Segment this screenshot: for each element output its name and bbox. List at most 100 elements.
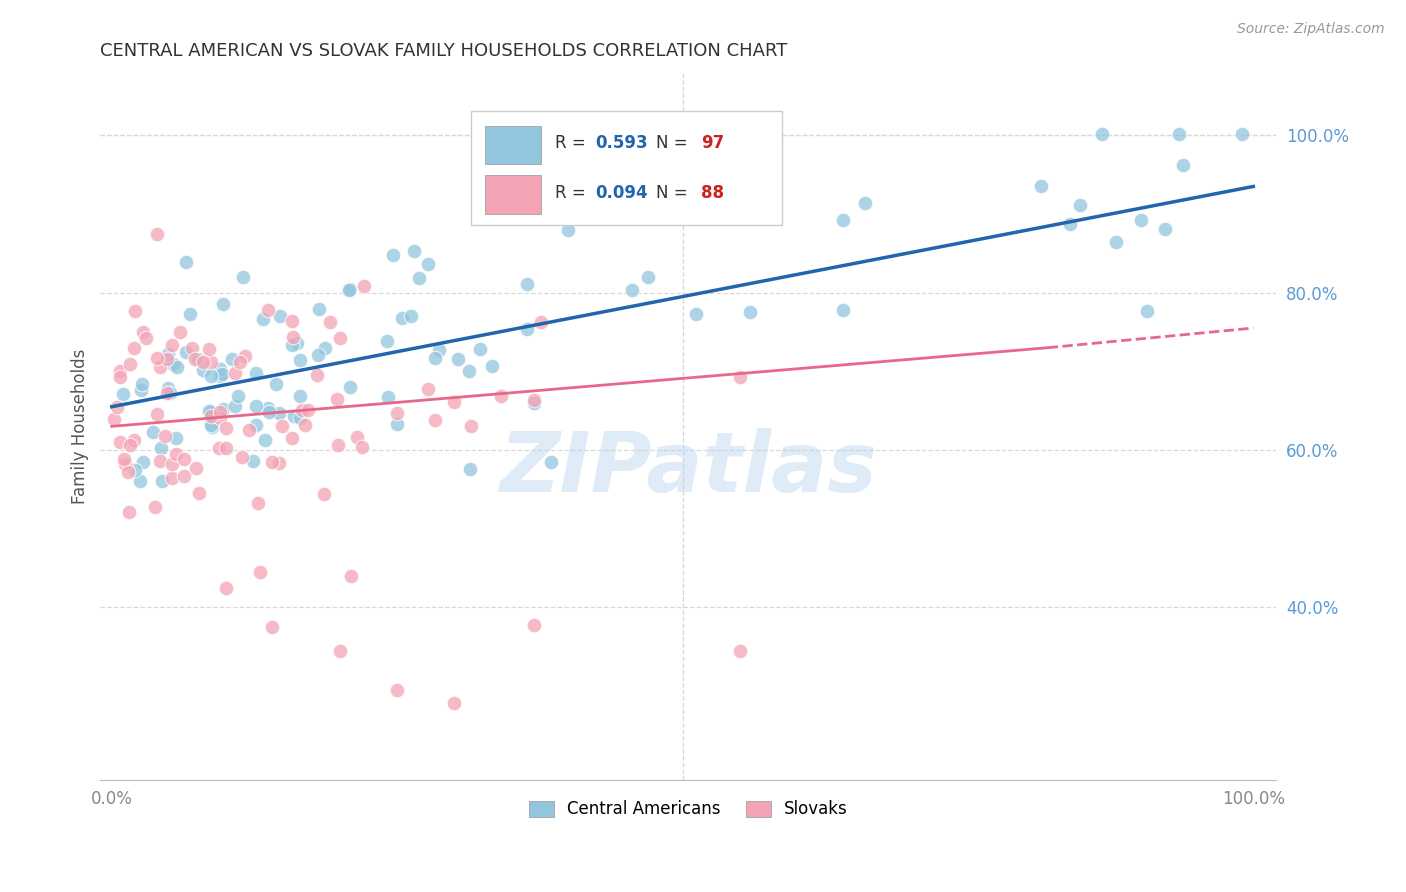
Point [215,581,238,595]
Point [308,301,330,316]
Point [337,283,360,297]
Point [200,405,222,419]
Point [122,341,145,355]
Point [135,331,157,345]
Point [443,696,465,710]
Point [132,455,155,469]
Point [173,469,195,483]
Point [143,500,166,515]
Point [312,487,335,501]
Point [257,405,280,419]
Point [118,505,141,519]
Point [385,417,408,432]
Point [224,367,246,381]
Text: 88: 88 [702,184,724,202]
Point [1168,127,1191,141]
Point [215,441,238,455]
Point [329,331,352,345]
Point [129,383,152,397]
Point [350,441,373,455]
Point [1153,221,1175,235]
Point [557,223,579,237]
Point [200,354,222,368]
Point [728,643,751,657]
Point [728,370,751,384]
Point [198,342,221,356]
Point [108,434,131,449]
Point [165,446,187,460]
Point [252,311,274,326]
Text: ZIPatlas: ZIPatlas [499,428,877,509]
Point [264,376,287,391]
Point [377,390,399,404]
Point [224,399,246,413]
Text: Source: ZipAtlas.com: Source: ZipAtlas.com [1237,22,1385,37]
Point [307,368,329,382]
Point [1031,179,1053,194]
Point [416,258,439,272]
Point [200,418,222,433]
Point [112,386,135,401]
Point [211,402,233,417]
Point [271,419,294,434]
Point [530,315,553,329]
Point [468,343,491,357]
Point [249,565,271,579]
Point [231,450,253,464]
Point [201,419,224,434]
Point [326,392,349,407]
Point [122,433,145,447]
Point [283,330,305,344]
Point [516,322,538,336]
Point [208,411,231,425]
Point [832,213,855,227]
Point [267,406,290,420]
Point [326,438,349,452]
Point [1105,235,1128,249]
Point [117,465,139,479]
Point [207,441,229,455]
Point [1173,158,1195,172]
Point [229,354,252,368]
Point [399,309,422,323]
Point [281,432,304,446]
Point [402,244,425,258]
Point [832,303,855,318]
Point [228,389,250,403]
Text: N =: N = [657,184,693,202]
Point [1130,213,1153,227]
Text: R =: R = [555,184,592,202]
Point [209,405,232,419]
Point [523,395,546,409]
Point [124,303,146,318]
Point [610,201,633,215]
Point [288,411,311,425]
Point [523,617,546,632]
Point [157,347,180,361]
Point [346,430,368,444]
Point [1059,217,1081,231]
Point [169,325,191,339]
Point [124,463,146,477]
Point [187,352,209,367]
FancyBboxPatch shape [485,126,541,164]
Point [1230,127,1253,141]
Point [176,255,198,269]
Point [353,279,375,293]
Text: 0.593: 0.593 [595,134,648,153]
Point [280,337,302,351]
Point [149,453,172,467]
Point [160,470,183,484]
Point [184,461,207,475]
Point [211,367,233,381]
Point [260,620,283,634]
Point [290,389,312,403]
Point [150,475,173,489]
Point [269,309,291,323]
Point [267,456,290,470]
Point [238,423,260,437]
Point [423,351,446,365]
Point [156,351,179,366]
Point [165,431,187,445]
Point [114,457,136,471]
